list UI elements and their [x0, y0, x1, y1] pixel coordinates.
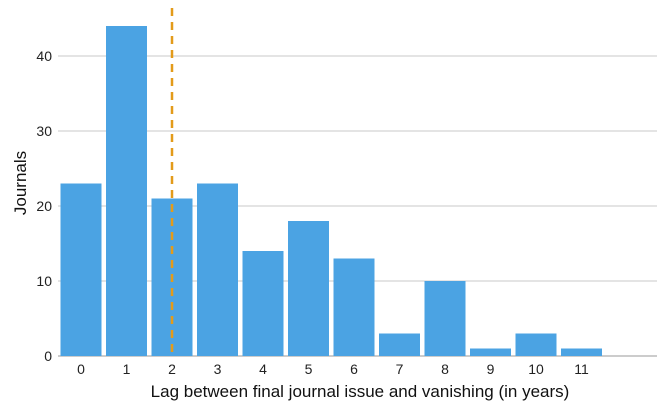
bar-4: [242, 251, 284, 356]
bar-1: [106, 26, 147, 356]
x-tick-label: 11: [574, 361, 589, 377]
x-tick-label: 8: [441, 361, 449, 377]
y-tick-label: 0: [44, 348, 52, 364]
bar-9: [470, 348, 511, 356]
x-tick-label: 5: [305, 361, 313, 377]
bar-7: [379, 333, 420, 356]
bars: [60, 26, 602, 356]
y-tick-label: 30: [36, 123, 52, 139]
x-tick-label: 9: [487, 361, 495, 377]
y-axis-label: Journals: [11, 151, 30, 215]
y-tick-label: 20: [36, 198, 52, 214]
bar-0: [60, 183, 102, 356]
x-tick-label: 3: [214, 361, 222, 377]
x-tick-label: 0: [77, 361, 85, 377]
x-axis-label: Lag between final journal issue and vani…: [151, 382, 570, 401]
bar-6: [333, 258, 375, 356]
bar-10: [515, 333, 557, 356]
bar-11: [561, 348, 602, 356]
x-tick-label: 2: [168, 361, 176, 377]
y-tick-labels: 0 10 20 30 40: [36, 48, 52, 364]
bar-5: [288, 221, 329, 356]
x-tick-label: 10: [528, 361, 544, 377]
y-tick-label: 40: [36, 48, 52, 64]
x-tick-labels: 0 1 2 3 4 5 6 7 8 9 10 11: [77, 361, 589, 377]
x-tick-label: 4: [259, 361, 267, 377]
x-tick-label: 7: [396, 361, 404, 377]
y-tick-label: 10: [36, 273, 52, 289]
bar-3: [197, 183, 238, 356]
bar-8: [424, 281, 466, 356]
x-tick-label: 1: [123, 361, 131, 377]
x-tick-label: 6: [350, 361, 358, 377]
